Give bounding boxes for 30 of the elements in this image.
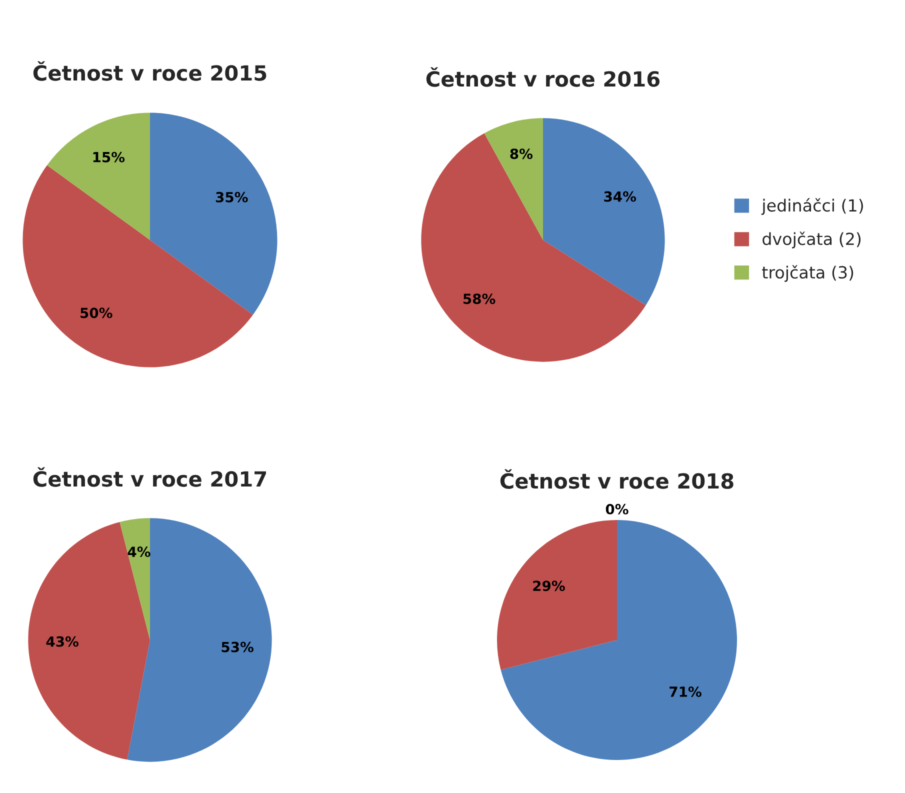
data-label: 8%: [510, 148, 533, 160]
pie-slice: [500, 520, 737, 760]
data-label: 34%: [604, 191, 636, 202]
pie-slice: [22, 165, 253, 368]
data-label: 35%: [216, 192, 248, 202]
data-label: 53%: [222, 642, 254, 652]
data-label: 15%: [93, 152, 125, 162]
data-label: 58%: [464, 294, 496, 304]
legend-label: dvojčata (2): [762, 232, 861, 248]
data-label: 29%: [533, 580, 565, 592]
pie-slice: [421, 133, 646, 362]
chart-title: Četnost v roce 2017: [33, 467, 266, 487]
pie-slice: [47, 112, 150, 240]
chart-title: Četnost v roce 2015: [33, 61, 266, 81]
pie-slice: [28, 522, 150, 760]
pie-slice: [127, 518, 272, 762]
text: 0%: [606, 504, 628, 514]
data-label: 43%: [46, 636, 79, 647]
pie-slice: [497, 520, 617, 670]
data-label: 50%: [80, 308, 112, 318]
pie-slice: [150, 112, 278, 315]
legend-label: trojčata (3): [762, 265, 854, 282]
chart-title: Četnost v roce 2016: [426, 67, 660, 87]
pie-slice: [484, 118, 543, 240]
data-label: 71%: [670, 686, 702, 697]
pie-slice: [543, 118, 665, 306]
legend-label: jedináčci (1): [761, 198, 863, 215]
chart-title: Četnost v roce 2018: [500, 469, 734, 489]
pie-slice: [120, 518, 150, 640]
data-label: 4%: [128, 546, 150, 558]
